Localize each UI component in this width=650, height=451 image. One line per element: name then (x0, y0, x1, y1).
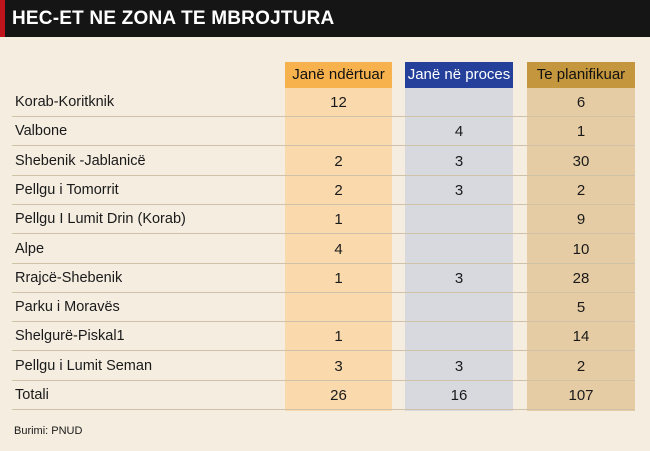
cell-in-process: 3 (454, 152, 464, 170)
table-row: Pellgu i Lumit Seman 3 3 2 (12, 352, 635, 381)
column-header-planned: Te planifikuar (527, 62, 635, 88)
cell-in-process: 3 (454, 269, 464, 287)
column-background-planned (527, 88, 635, 411)
chart-title: HEC-ET NE ZONA TE MBROJTURA (12, 8, 335, 29)
cell-planned: 2 (576, 181, 586, 199)
cell-planned: 6 (576, 94, 586, 111)
column-header-built: Janë ndërtuar (285, 62, 392, 88)
table-row: Rrajcë-Shebenik 1 3 28 (12, 264, 635, 293)
cell-built: 2 (334, 181, 343, 199)
table-row: Korab-Koritknik 12 6 (12, 88, 635, 117)
row-label: Shelgurë-Piskal1 (15, 328, 125, 345)
table-row: Shelgurë-Piskal1 1 14 (12, 322, 635, 352)
column-background-built (285, 88, 392, 411)
chart-title-bar: HEC-ET NE ZONA TE MBROJTURA (0, 0, 650, 37)
cell-planned: 1 (576, 123, 586, 141)
column-header-in-process: Janë në proces (405, 62, 513, 88)
cell-planned: 2 (576, 357, 586, 375)
row-label: Pellgu i Tomorrit (15, 181, 119, 198)
cell-in-process: 3 (454, 357, 464, 375)
column-background-in-process (405, 88, 513, 411)
table-row: Alpe 4 10 (12, 235, 635, 264)
cell-planned: 10 (572, 240, 590, 258)
cell-built: 26 (330, 387, 347, 404)
cell-planned: 28 (572, 269, 590, 287)
row-label: Parku i Moravës (15, 299, 120, 316)
table-row: Pellgu I Lumit Drin (Korab) 1 9 (12, 205, 635, 235)
row-label: Shebenik -Jablanicë (15, 152, 146, 169)
cell-planned: 9 (576, 211, 586, 229)
cell-in-process: 4 (454, 123, 464, 141)
cell-built: 1 (334, 269, 343, 287)
table-row: Parku i Moravës 5 (12, 293, 635, 323)
cell-planned: 5 (576, 299, 586, 317)
cell-built: 1 (334, 328, 343, 346)
table-row: Shebenik -Jablanicë 2 3 30 (12, 147, 635, 176)
row-label: Pellgu i Lumit Seman (15, 357, 153, 374)
cell-planned: 30 (572, 152, 590, 170)
row-label: Pellgu I Lumit Drin (Korab) (15, 211, 186, 228)
row-label: Valbone (15, 123, 68, 140)
table-row-total: Totali 26 16 107 (12, 381, 635, 410)
cell-built: 3 (334, 357, 343, 375)
cell-built: 1 (334, 211, 343, 229)
cell-built: 12 (330, 94, 347, 111)
source-note: Burimi: PNUD (14, 425, 83, 437)
cell-in-process: 3 (454, 181, 464, 199)
cell-built: 4 (334, 240, 343, 258)
title-accent-stripe (0, 0, 5, 37)
row-label: Korab-Koritknik (15, 94, 115, 110)
row-label: Totali (15, 387, 49, 403)
table-row: Pellgu i Tomorrit 2 3 2 (12, 176, 635, 205)
cell-planned: 107 (568, 387, 594, 404)
cell-in-process: 16 (450, 387, 468, 404)
row-label: Rrajcë-Shebenik (15, 269, 123, 286)
table-row: Valbone 4 1 (12, 117, 635, 147)
cell-planned: 14 (572, 328, 590, 346)
row-label: Alpe (15, 240, 45, 257)
cell-built: 2 (334, 152, 343, 170)
